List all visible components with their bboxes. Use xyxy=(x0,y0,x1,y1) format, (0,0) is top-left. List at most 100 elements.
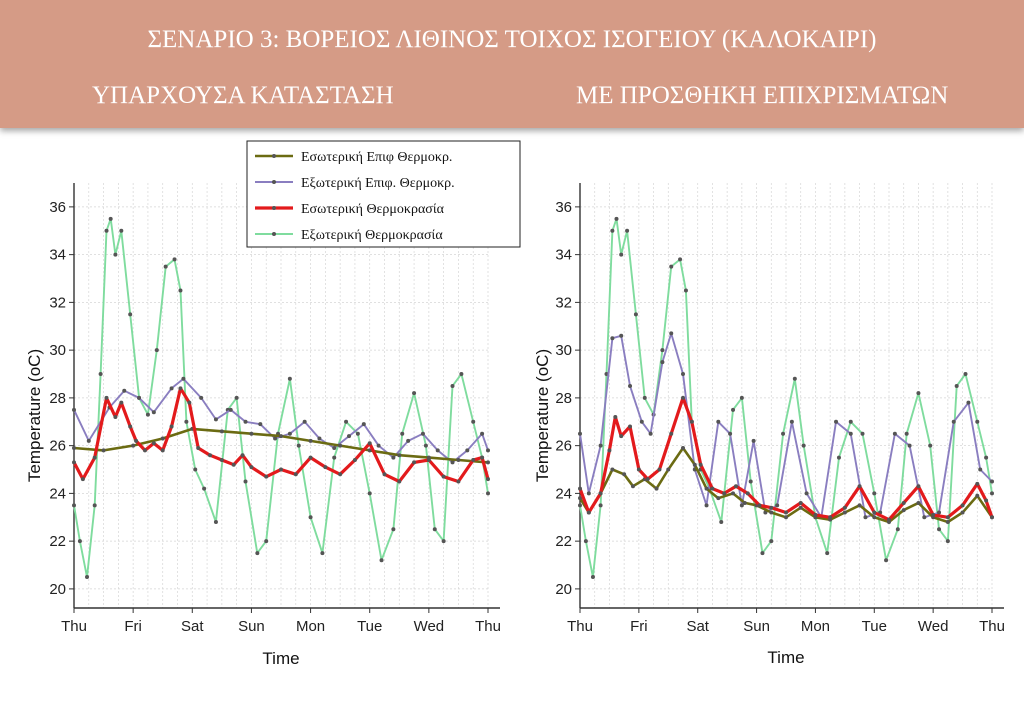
data-point xyxy=(338,472,343,477)
data-point xyxy=(169,424,174,429)
data-point xyxy=(728,431,733,436)
data-point xyxy=(769,539,774,544)
data-point xyxy=(828,515,833,520)
y-tick-label: 22 xyxy=(555,533,572,550)
data-point xyxy=(72,503,76,508)
data-point xyxy=(769,510,774,515)
data-point xyxy=(628,424,633,429)
data-point xyxy=(945,515,950,520)
data-point xyxy=(622,472,627,477)
y-tick-label: 24 xyxy=(555,485,572,502)
series-line xyxy=(73,217,489,578)
data-point xyxy=(397,453,402,458)
x-tick-label: Sat xyxy=(181,618,204,635)
data-point xyxy=(990,491,994,496)
data-point xyxy=(169,386,174,391)
y-axis-label: Temperature (oC) xyxy=(533,349,552,482)
data-point xyxy=(113,414,118,419)
data-point xyxy=(975,419,980,424)
y-tick-label: 36 xyxy=(555,199,572,216)
x-tick-label: Wed xyxy=(414,618,445,635)
x-tick-label: Tue xyxy=(357,618,382,635)
data-point xyxy=(681,395,685,400)
data-point xyxy=(657,467,662,472)
data-point xyxy=(975,481,980,486)
data-point xyxy=(104,228,109,233)
data-point xyxy=(842,510,847,515)
data-point xyxy=(619,333,624,338)
data-point xyxy=(698,462,703,467)
data-point xyxy=(681,446,685,451)
data-point xyxy=(113,252,118,257)
data-point xyxy=(486,448,490,453)
legend-marker xyxy=(272,206,276,210)
data-point xyxy=(613,414,618,419)
data-point xyxy=(692,462,697,467)
data-point xyxy=(984,455,989,460)
data-point xyxy=(154,348,159,353)
data-point xyxy=(798,500,803,505)
chart-existing-state: 20 22 24 26 28 30 32 34 36 Thu Fri Sat Sun Mon Tue Wed T… xyxy=(25,140,521,668)
data-point xyxy=(344,419,349,424)
data-point xyxy=(954,383,959,388)
data-point xyxy=(382,472,387,477)
x-tick-label: Tue xyxy=(862,618,887,635)
data-point xyxy=(704,486,709,491)
data-point xyxy=(412,460,417,465)
data-point xyxy=(249,431,254,436)
data-point xyxy=(181,376,186,381)
data-point xyxy=(733,484,738,489)
data-point xyxy=(892,431,897,436)
data-point xyxy=(731,491,736,496)
data-point xyxy=(739,503,744,508)
data-point xyxy=(228,407,233,412)
data-point xyxy=(108,216,113,221)
data-point xyxy=(610,336,615,341)
series-1 xyxy=(578,331,994,520)
data-point xyxy=(258,422,263,427)
data-point xyxy=(367,441,372,446)
data-point xyxy=(98,372,103,377)
data-point xyxy=(213,520,218,525)
data-point xyxy=(459,372,464,377)
data-point xyxy=(202,486,207,491)
left-chart-subtitle: ΥΠΑΡΧΟΥΣΑ ΚΑΤΑΣΤΑΣΗ xyxy=(92,82,394,109)
data-point xyxy=(320,551,325,556)
data-point xyxy=(751,438,756,443)
data-point xyxy=(872,491,877,496)
data-point xyxy=(249,465,254,470)
data-point xyxy=(630,484,635,489)
data-point xyxy=(901,508,906,513)
legend-entry: Εξωτερική Θερμοκρασία xyxy=(301,228,443,243)
data-point xyxy=(391,527,396,532)
data-point xyxy=(990,515,994,520)
data-point xyxy=(72,446,76,451)
data-point xyxy=(323,465,328,470)
data-point xyxy=(397,479,402,484)
legend-entry: Εξωτερική Επιφ. Θερμοκρ. xyxy=(301,176,455,191)
data-point xyxy=(731,407,736,412)
data-point xyxy=(480,455,485,460)
page-title: ΣΕΝΑΡΙΟ 3: ΒΟΡΕΙΟΣ ΛΙΘΙΝΟΣ ΤΟΙΧΟΣ ΙΣΟΓΕΙ… xyxy=(147,26,877,53)
data-point xyxy=(104,395,109,400)
series-2 xyxy=(578,395,994,522)
data-point xyxy=(178,288,183,293)
data-point xyxy=(945,520,950,525)
data-point xyxy=(187,400,192,405)
data-point xyxy=(660,348,665,353)
data-point xyxy=(789,419,794,424)
data-point xyxy=(400,431,405,436)
data-point xyxy=(471,419,476,424)
data-point xyxy=(142,448,147,453)
x-tick-label: Thu xyxy=(567,618,593,635)
data-point xyxy=(798,505,803,510)
data-point xyxy=(347,434,352,439)
series-line xyxy=(578,396,994,522)
data-point xyxy=(945,539,950,544)
data-point xyxy=(160,448,165,453)
y-tick-label: 20 xyxy=(555,581,572,598)
data-point xyxy=(719,520,724,525)
data-point xyxy=(704,503,709,508)
data-point xyxy=(231,462,236,467)
data-point xyxy=(742,500,747,505)
